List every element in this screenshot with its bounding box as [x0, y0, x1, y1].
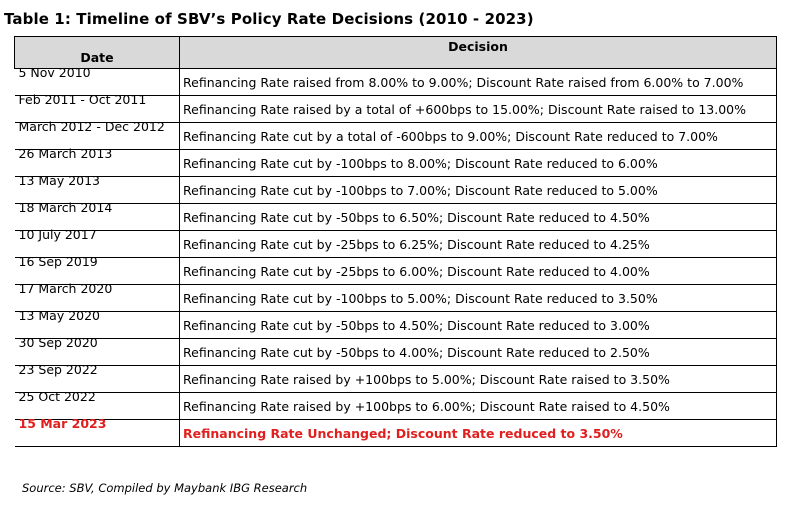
- table-row: 5 Nov 2010 Refinancing Rate raised from …: [14, 64, 777, 96]
- row-date: 26 March 2013: [14, 145, 180, 173]
- table-row: 25 Oct 2022 Refinancing Rate raised by +…: [14, 388, 777, 420]
- table-row: 13 May 2020 Refinancing Rate cut by -50b…: [14, 307, 777, 339]
- row-date: 25 Oct 2022: [14, 388, 180, 416]
- table-title: Table 1: Timeline of SBV’s Policy Rate D…: [4, 10, 534, 28]
- row-date: 13 May 2020: [14, 307, 180, 335]
- row-date: 16 Sep 2019: [14, 253, 180, 281]
- row-decision: Refinancing Rate Unchanged; Discount Rat…: [179, 419, 777, 447]
- policy-rate-table: Date Decision 5 Nov 2010 Refinancing Rat…: [14, 36, 777, 447]
- row-date: 10 July 2017: [14, 226, 180, 254]
- row-date: 18 March 2014: [14, 199, 180, 227]
- row-decision: Refinancing Rate cut by -25bps to 6.00%;…: [179, 257, 777, 285]
- table-row: 26 March 2013 Refinancing Rate cut by -1…: [14, 145, 777, 177]
- row-decision: Refinancing Rate cut by -100bps to 8.00%…: [179, 149, 777, 177]
- source-note: Source: SBV, Compiled by Maybank IBG Res…: [22, 481, 308, 495]
- table-row: March 2012 - Dec 2012 Refinancing Rate c…: [14, 118, 777, 150]
- row-date: 30 Sep 2020: [14, 334, 180, 362]
- row-decision: Refinancing Rate raised from 8.00% to 9.…: [179, 68, 777, 96]
- row-decision: Refinancing Rate cut by -50bps to 6.50%;…: [179, 203, 777, 231]
- decision-column-header: Decision: [179, 36, 777, 69]
- row-date: 15 Mar 2023: [14, 415, 180, 443]
- row-decision: Refinancing Rate cut by -100bps to 7.00%…: [179, 176, 777, 204]
- table-row: 30 Sep 2020 Refinancing Rate cut by -50b…: [14, 334, 777, 366]
- table-row: 18 March 2014 Refinancing Rate cut by -5…: [14, 199, 777, 231]
- row-decision: Refinancing Rate raised by +100bps to 5.…: [179, 365, 777, 393]
- row-decision: Refinancing Rate cut by -100bps to 5.00%…: [179, 284, 777, 312]
- table-row: 17 March 2020 Refinancing Rate cut by -1…: [14, 280, 777, 312]
- header-row: Date Decision: [14, 36, 777, 69]
- row-decision: Refinancing Rate raised by +100bps to 6.…: [179, 392, 777, 420]
- table-row: 16 Sep 2019 Refinancing Rate cut by -25b…: [14, 253, 777, 285]
- row-decision: Refinancing Rate raised by a total of +6…: [179, 95, 777, 123]
- row-decision: Refinancing Rate cut by -25bps to 6.25%;…: [179, 230, 777, 258]
- table-row: 23 Sep 2022 Refinancing Rate raised by +…: [14, 361, 777, 393]
- date-column-header: Date: [14, 36, 180, 69]
- row-decision: Refinancing Rate cut by -50bps to 4.00%;…: [179, 338, 777, 366]
- row-decision: Refinancing Rate cut by a total of -600b…: [179, 122, 777, 150]
- table-row: Feb 2011 - Oct 2011 Refinancing Rate rai…: [14, 91, 777, 123]
- table-row-highlighted: 15 Mar 2023 Refinancing Rate Unchanged; …: [14, 415, 777, 447]
- row-date: 23 Sep 2022: [14, 361, 180, 389]
- row-date: 17 March 2020: [14, 280, 180, 308]
- row-date: 13 May 2013: [14, 172, 180, 200]
- table-row: 10 July 2017 Refinancing Rate cut by -25…: [14, 226, 777, 258]
- row-decision: Refinancing Rate cut by -50bps to 4.50%;…: [179, 311, 777, 339]
- table-row: 13 May 2013 Refinancing Rate cut by -100…: [14, 172, 777, 204]
- row-date: March 2012 - Dec 2012: [14, 118, 180, 146]
- row-date: Feb 2011 - Oct 2011: [14, 91, 180, 119]
- row-date: 5 Nov 2010: [14, 64, 180, 92]
